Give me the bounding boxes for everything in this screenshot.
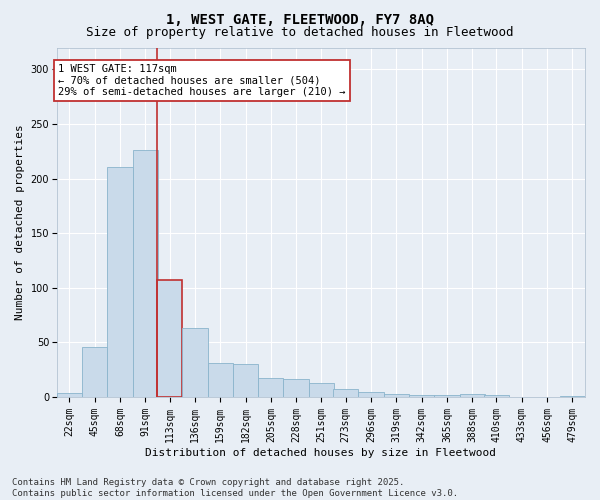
Bar bbox=[358, 392, 383, 397]
Bar bbox=[208, 363, 233, 397]
Bar bbox=[484, 395, 509, 397]
Bar bbox=[560, 396, 585, 397]
Bar bbox=[182, 328, 208, 397]
Text: Contains HM Land Registry data © Crown copyright and database right 2025.
Contai: Contains HM Land Registry data © Crown c… bbox=[12, 478, 458, 498]
Bar bbox=[434, 395, 460, 397]
Text: 1, WEST GATE, FLEETWOOD, FY7 8AQ: 1, WEST GATE, FLEETWOOD, FY7 8AQ bbox=[166, 12, 434, 26]
Text: 1 WEST GATE: 117sqm
← 70% of detached houses are smaller (504)
29% of semi-detac: 1 WEST GATE: 117sqm ← 70% of detached ho… bbox=[58, 64, 346, 97]
Bar bbox=[409, 395, 434, 397]
X-axis label: Distribution of detached houses by size in Fleetwood: Distribution of detached houses by size … bbox=[145, 448, 496, 458]
Bar bbox=[258, 378, 283, 397]
Bar bbox=[283, 380, 309, 397]
Bar bbox=[133, 150, 158, 397]
Y-axis label: Number of detached properties: Number of detached properties bbox=[15, 124, 25, 320]
Bar bbox=[107, 166, 133, 397]
Bar bbox=[157, 280, 182, 397]
Bar bbox=[57, 392, 82, 397]
Bar bbox=[333, 390, 358, 397]
Text: Size of property relative to detached houses in Fleetwood: Size of property relative to detached ho… bbox=[86, 26, 514, 39]
Bar bbox=[82, 346, 107, 397]
Bar bbox=[460, 394, 485, 397]
Bar bbox=[233, 364, 258, 397]
Bar bbox=[309, 383, 334, 397]
Bar bbox=[383, 394, 409, 397]
